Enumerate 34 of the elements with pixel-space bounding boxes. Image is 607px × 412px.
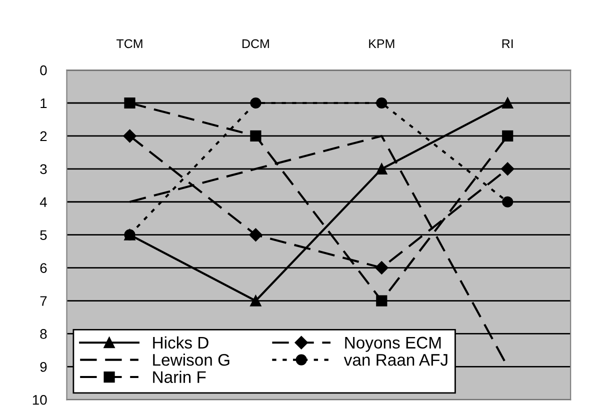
y-tick-label: 4	[40, 197, 47, 207]
point	[124, 97, 136, 109]
legend-label: Lewison G	[153, 354, 230, 366]
legend-label: Noyons ECM	[345, 336, 441, 352]
y-tick-label: 6	[40, 263, 47, 273]
y-tick-label: 1	[40, 98, 47, 108]
y-tick-label: 0	[40, 65, 47, 76]
legend-label: van Raan AFJ	[344, 354, 448, 366]
x-tick-label: RI	[502, 39, 513, 48]
point	[502, 196, 514, 208]
y-tick-label: 5	[40, 230, 47, 240]
point	[502, 130, 514, 142]
point	[376, 295, 388, 306]
x-tick-label: KPM	[369, 39, 394, 48]
point	[376, 163, 388, 174]
point	[249, 228, 262, 242]
legend-label: Narin F	[153, 370, 206, 384]
point	[123, 129, 136, 143]
point	[376, 97, 388, 109]
point	[501, 162, 514, 176]
point	[502, 97, 514, 109]
y-tick-label: 3	[40, 164, 47, 174]
y-tick-label: 8	[40, 329, 47, 339]
y-tick-label: 10	[32, 394, 47, 405]
x-tick-label: DCM	[242, 39, 269, 48]
y-tick-label: 2	[40, 131, 47, 141]
y-tick-label: 9	[40, 362, 47, 372]
x-tick-label: TCM	[116, 39, 142, 48]
point	[250, 295, 262, 306]
point	[250, 130, 262, 142]
y-tick-label: 7	[40, 296, 47, 306]
legend-label: Hicks D	[153, 336, 208, 349]
point	[250, 97, 262, 109]
point	[375, 261, 388, 274]
